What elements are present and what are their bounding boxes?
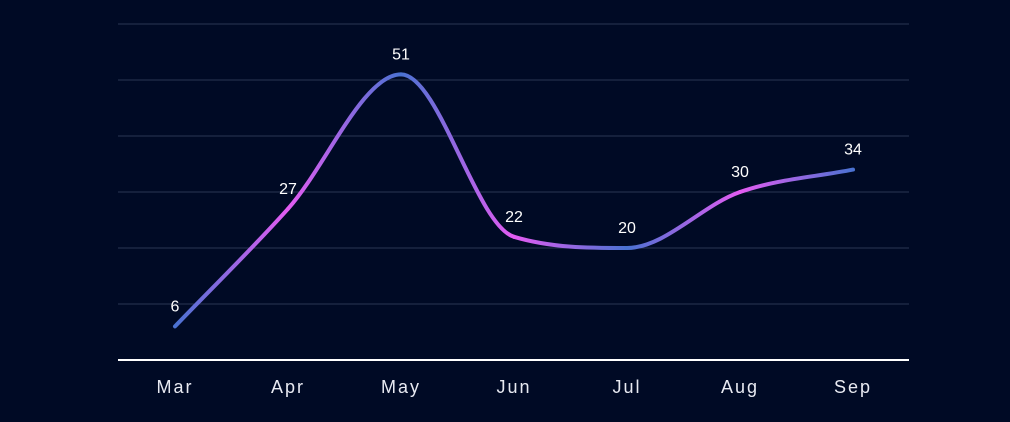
line-segment bbox=[625, 190, 742, 250]
series-line bbox=[173, 72, 855, 329]
data-label: 20 bbox=[618, 220, 636, 237]
line-segment bbox=[173, 206, 290, 329]
data-label: 30 bbox=[731, 164, 749, 181]
data-labels: 6 27 51 22 20 30 34 bbox=[171, 46, 862, 315]
x-tick-label: Aug bbox=[721, 377, 759, 397]
x-tick-label: Apr bbox=[271, 377, 305, 397]
data-label: 27 bbox=[279, 181, 297, 198]
data-label: 6 bbox=[171, 298, 180, 315]
x-tick-label: May bbox=[381, 377, 421, 397]
line-segment bbox=[399, 72, 516, 239]
data-label: 51 bbox=[392, 46, 410, 63]
data-label: 22 bbox=[505, 209, 523, 226]
line-segment bbox=[738, 167, 855, 194]
line-segment bbox=[286, 72, 403, 211]
data-label: 34 bbox=[844, 142, 862, 159]
line-segment bbox=[512, 234, 629, 250]
x-tick-label: Sep bbox=[834, 377, 872, 397]
x-axis-ticks: Mar Apr May Jun Jul Aug Sep bbox=[157, 377, 872, 397]
x-tick-label: Mar bbox=[157, 377, 194, 397]
x-tick-label: Jun bbox=[496, 377, 531, 397]
x-tick-label: Jul bbox=[612, 377, 641, 397]
drop-lines bbox=[174, 74, 854, 360]
